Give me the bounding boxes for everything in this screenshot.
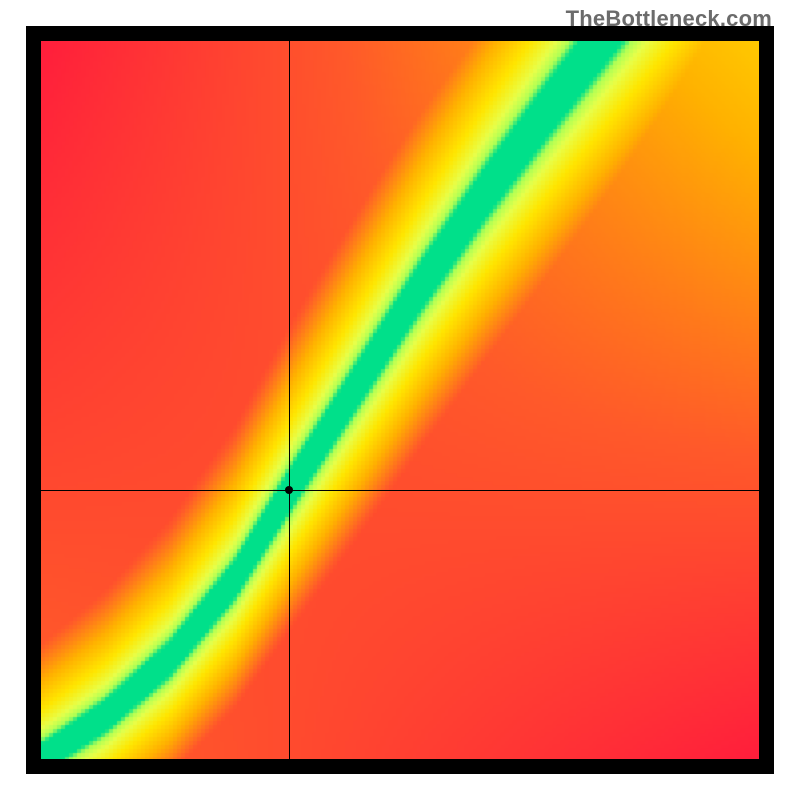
chart-frame (26, 26, 774, 774)
crosshair-horizontal (41, 490, 759, 491)
watermark-text: TheBottleneck.com (566, 6, 772, 32)
heatmap-canvas (41, 41, 759, 759)
plot-area (41, 41, 759, 759)
crosshair-vertical (289, 41, 290, 759)
crosshair-marker (285, 486, 293, 494)
